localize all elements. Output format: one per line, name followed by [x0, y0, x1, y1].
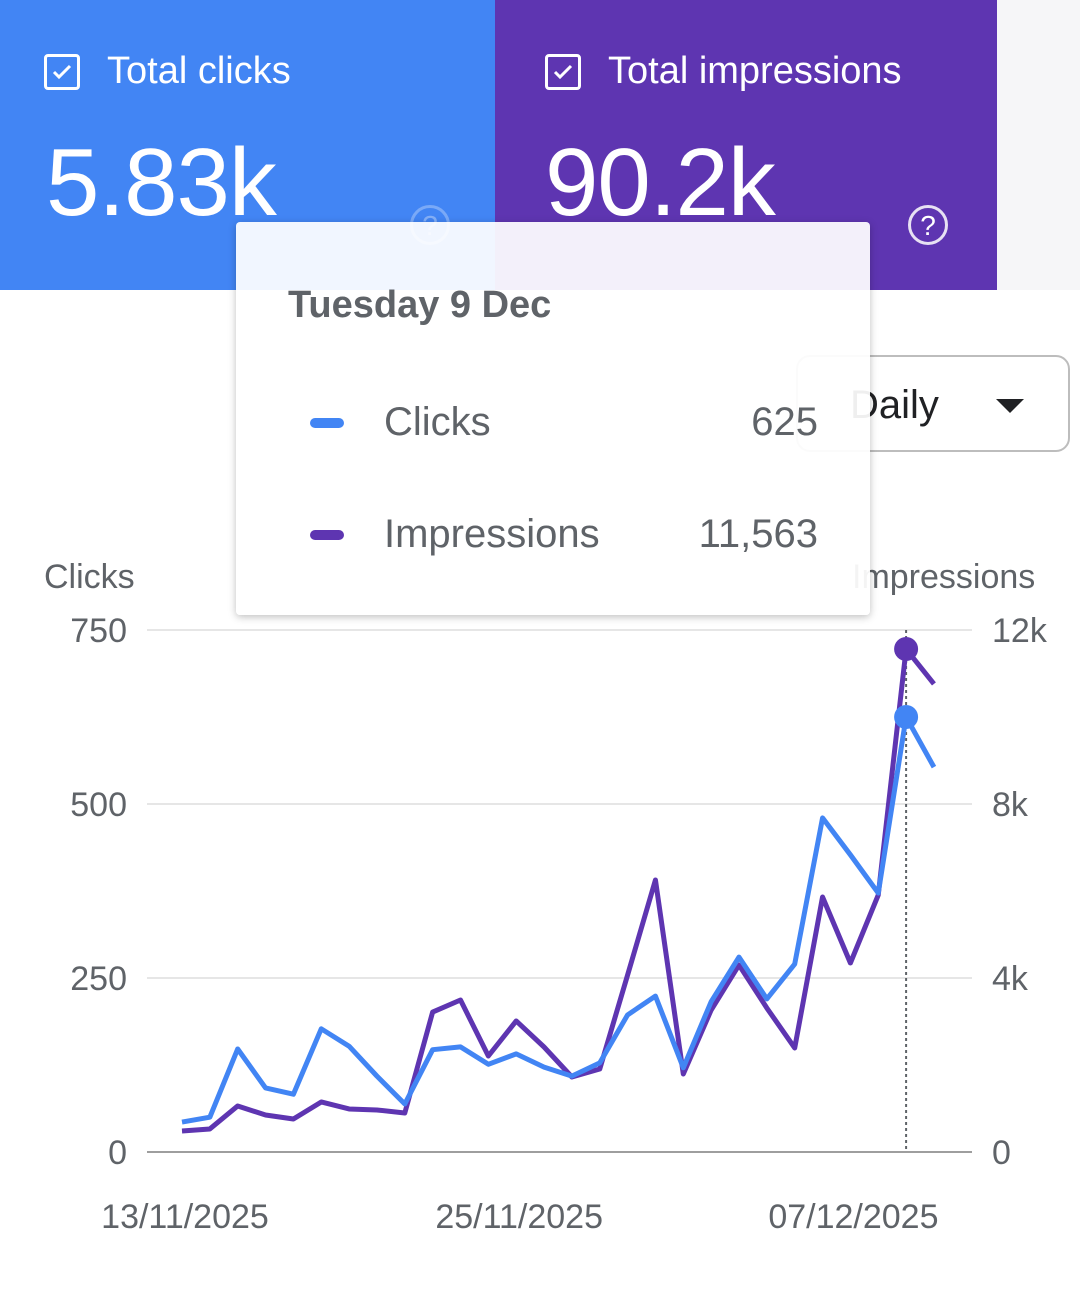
total-impressions-label: Total impressions: [608, 50, 902, 92]
y-axis-right-title: Impressions: [852, 558, 1036, 596]
total-clicks-value: 5.83k: [46, 129, 277, 236]
total-impressions-value: 90.2k: [545, 129, 776, 236]
y-right-tick-label: 8k: [992, 786, 1029, 824]
y-left-tick-label: 250: [70, 960, 127, 998]
x-tick-label: 13/11/2025: [101, 1198, 269, 1236]
x-tick-label: 25/11/2025: [435, 1198, 603, 1236]
y-right-tick-label: 4k: [992, 960, 1029, 998]
impressions-point: [894, 637, 919, 662]
tooltip-label: Clicks: [384, 400, 491, 444]
checkbox-checked-icon[interactable]: [44, 54, 80, 90]
tooltip-label: Impressions: [384, 512, 600, 556]
help-icon[interactable]: ?: [908, 205, 948, 245]
clicks-point: [894, 705, 919, 729]
total-clicks-label: Total clicks: [107, 50, 291, 92]
tooltip-row-impressions: Impressions 11,563: [236, 508, 870, 558]
clicks-line: [181, 714, 937, 1125]
impressions-legend-swatch: [310, 530, 344, 540]
y-left-tick-label: 500: [70, 786, 127, 824]
tooltip-date: Tuesday 9 Dec: [288, 284, 552, 326]
x-tick-label: 07/12/2025: [768, 1198, 938, 1236]
clicks-legend-swatch: [310, 418, 344, 428]
y-left-tick-label: 750: [70, 612, 127, 650]
y-left-tick-label: 0: [108, 1134, 127, 1172]
y-axis-left-title: Clicks: [44, 558, 135, 596]
tooltip-value: 11,563: [698, 512, 818, 556]
impressions-line: [181, 646, 936, 1134]
card-area-background: [997, 0, 1080, 290]
y-right-tick-label: 12k: [992, 612, 1048, 650]
caret-down-icon: [996, 399, 1024, 413]
checkbox-checked-icon[interactable]: [545, 54, 581, 90]
y-right-tick-label: 0: [992, 1134, 1011, 1172]
tooltip-row-clicks: Clicks 625: [236, 396, 870, 446]
chart-tooltip: Tuesday 9 Dec Clicks 625 Impressions 11,…: [236, 222, 870, 615]
tooltip-value: 625: [751, 400, 818, 444]
